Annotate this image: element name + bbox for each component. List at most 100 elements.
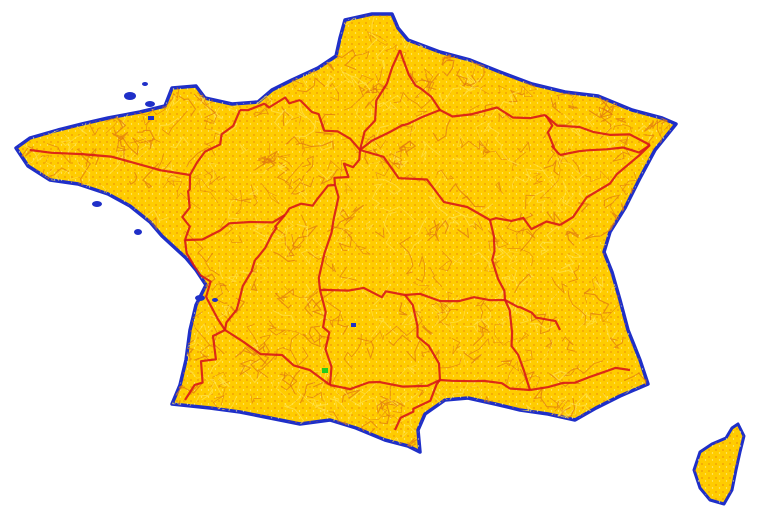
minor-road bbox=[427, 222, 441, 242]
minor-road bbox=[521, 349, 533, 363]
minor-road bbox=[325, 61, 335, 71]
minor-road bbox=[276, 109, 294, 126]
minor-road bbox=[341, 159, 346, 171]
minor-road bbox=[295, 140, 334, 150]
minor-road bbox=[158, 162, 173, 185]
minor-road bbox=[397, 364, 418, 378]
minor-road bbox=[299, 381, 316, 404]
minor-road bbox=[250, 278, 258, 292]
minor-road bbox=[239, 359, 256, 377]
minor-road bbox=[140, 209, 169, 226]
minor-road bbox=[480, 157, 491, 163]
minor-road bbox=[508, 253, 518, 265]
major-road bbox=[489, 216, 561, 231]
minor-road bbox=[546, 211, 563, 224]
minor-road bbox=[525, 255, 535, 272]
minor-road bbox=[552, 370, 568, 382]
minor-road bbox=[176, 189, 201, 210]
minor-road bbox=[230, 235, 243, 243]
minor-road bbox=[63, 167, 80, 180]
major-road bbox=[317, 184, 340, 291]
minor-road bbox=[261, 183, 280, 205]
minor-road bbox=[496, 315, 512, 327]
minor-road bbox=[565, 218, 578, 231]
minor-road bbox=[284, 162, 304, 190]
minor-road bbox=[246, 346, 267, 379]
minor-road bbox=[469, 76, 485, 105]
minor-road bbox=[565, 230, 575, 246]
minor-road bbox=[495, 234, 509, 249]
minor-road bbox=[431, 385, 450, 402]
minor-road bbox=[500, 214, 536, 239]
minor-road bbox=[48, 167, 69, 177]
minor-road bbox=[565, 249, 584, 266]
minor-road bbox=[379, 398, 398, 425]
minor-road bbox=[472, 251, 492, 269]
major-road bbox=[239, 96, 301, 112]
major-road bbox=[358, 49, 402, 151]
island bbox=[212, 298, 218, 302]
major-road bbox=[359, 148, 491, 221]
minor-road bbox=[261, 341, 271, 367]
minor-road bbox=[334, 398, 353, 422]
minor-road bbox=[496, 359, 513, 368]
minor-road bbox=[373, 124, 389, 143]
minor-road bbox=[511, 271, 535, 286]
minor-road bbox=[302, 333, 332, 348]
minor-road bbox=[214, 282, 228, 304]
minor-road bbox=[489, 251, 520, 262]
minor-road bbox=[388, 390, 407, 408]
minor-road bbox=[263, 157, 277, 165]
minor-road bbox=[370, 82, 389, 96]
minor-road bbox=[389, 160, 402, 183]
minor-road bbox=[379, 206, 416, 222]
minor-road bbox=[439, 87, 460, 105]
island bbox=[195, 295, 205, 301]
minor-road bbox=[525, 168, 546, 181]
minor-road bbox=[195, 388, 214, 402]
minor-road bbox=[555, 155, 580, 174]
minor-road bbox=[213, 325, 225, 355]
major-road bbox=[404, 292, 506, 303]
minor-road bbox=[365, 108, 373, 118]
minor-road bbox=[473, 120, 488, 149]
minor-road bbox=[277, 162, 288, 174]
minor-road bbox=[23, 144, 44, 162]
minor-road bbox=[76, 118, 89, 135]
minor-road bbox=[209, 379, 222, 396]
minor-road bbox=[248, 186, 259, 195]
minor-road bbox=[488, 126, 520, 166]
minor-road bbox=[105, 117, 118, 134]
minor-road bbox=[129, 171, 138, 186]
minor-road bbox=[234, 198, 252, 204]
minor-road bbox=[328, 411, 348, 426]
minor-road bbox=[517, 331, 530, 344]
major-road bbox=[299, 99, 361, 151]
minor-road bbox=[429, 305, 442, 327]
minor-road bbox=[541, 339, 554, 361]
mainland-france bbox=[14, 12, 678, 454]
minor-road bbox=[282, 329, 316, 340]
minor-road bbox=[283, 403, 305, 431]
minor-road bbox=[337, 317, 349, 335]
minor-road bbox=[436, 169, 455, 180]
minor-road bbox=[439, 291, 453, 309]
minor-road bbox=[619, 184, 630, 196]
minor-road bbox=[250, 393, 262, 405]
minor-road bbox=[353, 50, 370, 59]
minor-road bbox=[111, 132, 139, 156]
minor-road bbox=[585, 316, 598, 325]
major-road bbox=[503, 299, 532, 391]
minor-road bbox=[250, 184, 258, 207]
minor-road bbox=[556, 403, 578, 418]
minor-road bbox=[189, 369, 212, 385]
minor-road bbox=[421, 345, 431, 358]
minor-road bbox=[331, 225, 353, 251]
minor-road bbox=[515, 375, 541, 388]
minor-road bbox=[258, 264, 268, 281]
major-road bbox=[183, 239, 226, 331]
minor-road bbox=[355, 104, 366, 128]
island bbox=[134, 229, 142, 235]
minor-road bbox=[463, 352, 482, 364]
minor-road bbox=[536, 201, 545, 213]
